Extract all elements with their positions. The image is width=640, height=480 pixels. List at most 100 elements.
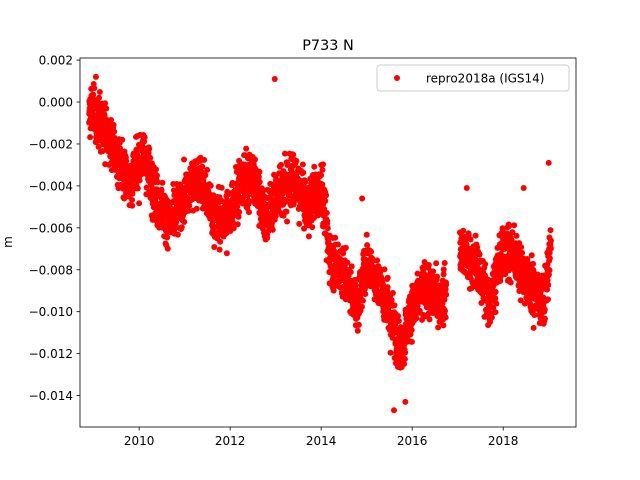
data-point: [153, 166, 160, 173]
y-tick-label: −0.014: [29, 389, 73, 403]
data-point: [330, 287, 337, 294]
data-point: [463, 184, 470, 191]
data-point: [419, 316, 426, 323]
data-point: [193, 205, 200, 212]
data-point: [544, 286, 551, 293]
data-point: [235, 213, 242, 220]
data-point: [320, 161, 327, 168]
data-point: [159, 179, 166, 186]
data-point: [236, 209, 243, 216]
data-point: [323, 209, 330, 216]
legend-label: repro2018a (IGS14): [426, 72, 544, 86]
data-point: [173, 219, 180, 226]
data-point: [264, 235, 271, 242]
data-point: [402, 398, 409, 405]
data-point: [441, 296, 448, 303]
data-point: [518, 244, 525, 251]
data-point: [359, 195, 366, 202]
data-point: [507, 279, 514, 286]
data-point: [178, 224, 185, 231]
data-point: [545, 281, 552, 288]
data-point: [217, 238, 224, 245]
data-point: [293, 158, 300, 164]
data-point: [311, 163, 318, 170]
data-point: [164, 234, 171, 241]
data-point: [517, 297, 524, 304]
data-point: [255, 173, 262, 180]
data-point: [509, 229, 516, 236]
data-point: [302, 179, 309, 186]
legend-marker: [394, 75, 400, 81]
data-point: [358, 303, 365, 310]
data-point: [218, 184, 225, 191]
data-point: [186, 202, 193, 209]
data-point: [318, 172, 325, 179]
data-point: [243, 145, 250, 152]
data-point: [519, 249, 526, 256]
data-point: [256, 168, 263, 175]
data-point: [531, 311, 538, 318]
data-point: [387, 349, 394, 356]
data-point: [348, 263, 355, 270]
data-point: [443, 291, 450, 298]
data-point: [413, 315, 420, 322]
data-points: [86, 73, 554, 414]
data-point: [513, 232, 520, 239]
data-point: [129, 196, 136, 203]
data-point: [362, 291, 369, 298]
data-point: [395, 317, 402, 324]
data-point: [511, 222, 518, 229]
y-tick-label: −0.002: [29, 137, 73, 151]
data-point: [207, 182, 214, 189]
data-point: [354, 327, 361, 334]
data-point: [143, 184, 150, 191]
x-tick-label: 2014: [306, 434, 337, 448]
data-point: [395, 312, 402, 319]
data-point: [391, 302, 398, 309]
data-point: [164, 245, 171, 252]
data-point: [185, 207, 192, 214]
data-point: [309, 224, 316, 231]
y-tick-label: 0.000: [39, 96, 73, 110]
data-point: [521, 300, 528, 307]
data-point: [545, 159, 552, 166]
data-point: [204, 166, 211, 173]
data-point: [319, 166, 326, 173]
data-point: [490, 304, 497, 311]
data-point: [443, 281, 450, 288]
data-point: [147, 154, 154, 161]
data-point: [441, 307, 448, 314]
data-point: [87, 134, 94, 141]
data-point: [492, 295, 499, 302]
data-point: [530, 324, 537, 331]
data-point: [91, 85, 98, 92]
data-point: [482, 261, 489, 268]
data-point: [435, 324, 442, 331]
y-tick-label: −0.012: [29, 347, 73, 361]
data-point: [305, 233, 312, 240]
data-point: [335, 241, 342, 248]
data-point: [123, 157, 130, 164]
data-point: [389, 290, 396, 297]
legend: repro2018a (IGS14): [376, 64, 570, 92]
data-point: [284, 218, 291, 225]
data-point: [384, 274, 391, 281]
data-point: [223, 250, 230, 257]
data-point: [497, 274, 504, 281]
data-point: [381, 266, 388, 273]
data-point: [141, 134, 148, 141]
data-point: [374, 257, 381, 264]
data-point: [199, 163, 206, 170]
data-point: [129, 202, 136, 209]
data-point: [245, 200, 252, 207]
y-axis-label: m: [1, 236, 15, 248]
data-point: [181, 156, 188, 163]
data-point: [402, 349, 409, 356]
data-point: [541, 315, 548, 322]
x-axis-ticks: 2010 2012 2014 2016 2018: [124, 427, 518, 448]
data-point: [229, 219, 236, 226]
data-point: [508, 236, 515, 243]
data-point: [441, 260, 448, 267]
